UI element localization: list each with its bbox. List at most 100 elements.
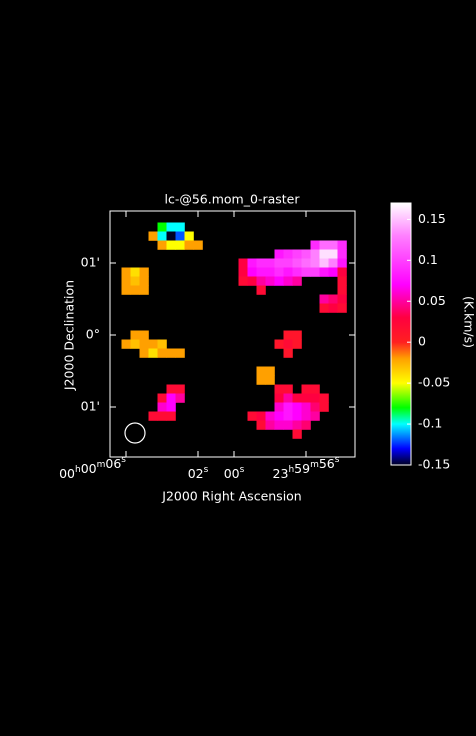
pixel <box>130 276 140 286</box>
pixel <box>283 348 293 358</box>
pixel <box>274 393 284 403</box>
y-axis-label: J2000 Declination <box>62 280 77 391</box>
pixel <box>310 267 320 277</box>
pixel <box>175 231 185 241</box>
pixel <box>256 375 266 385</box>
pixel <box>256 267 266 277</box>
pixel <box>310 384 320 394</box>
pixel <box>157 231 167 241</box>
pixel <box>319 402 329 412</box>
pixel <box>337 285 347 295</box>
colorbar-tick-label: 0.15 <box>418 211 446 226</box>
pixel <box>337 249 347 259</box>
pixel <box>274 384 284 394</box>
pixel <box>139 285 149 295</box>
pixel <box>319 267 329 277</box>
pixel <box>157 411 167 421</box>
pixel <box>310 411 320 421</box>
pixel <box>328 267 338 277</box>
pixel <box>238 276 248 286</box>
pixel <box>148 411 158 421</box>
pixel <box>166 231 176 241</box>
pixel <box>292 411 302 421</box>
pixel <box>256 366 266 376</box>
pixel <box>319 294 329 304</box>
pixel <box>121 285 131 295</box>
pixel <box>184 240 194 250</box>
pixel <box>139 330 149 340</box>
pixel <box>319 303 329 313</box>
x-axis-label: J2000 Right Ascension <box>161 489 301 504</box>
pixel <box>274 420 284 430</box>
pixel <box>157 240 167 250</box>
pixel <box>166 222 176 232</box>
pixel <box>283 393 293 403</box>
pixel <box>292 393 302 403</box>
pixel <box>283 420 293 430</box>
x-tick-label: 00h00m06s <box>59 455 126 481</box>
pixel <box>184 231 194 241</box>
pixel <box>121 267 131 277</box>
x-tick-label: 00s <box>224 465 245 481</box>
pixel <box>130 339 140 349</box>
pixel <box>265 411 275 421</box>
pixel <box>265 366 275 376</box>
pixel <box>283 267 293 277</box>
pixel <box>310 240 320 250</box>
pixel <box>238 258 248 268</box>
pixel <box>337 258 347 268</box>
pixel <box>328 294 338 304</box>
pixel <box>247 411 257 421</box>
pixel <box>157 339 167 349</box>
pixel <box>301 384 311 394</box>
pixel <box>292 276 302 286</box>
pixel <box>166 348 176 358</box>
pixel <box>148 231 158 241</box>
pixel <box>265 375 275 385</box>
pixel <box>337 267 347 277</box>
pixel <box>301 393 311 403</box>
pixel <box>175 384 185 394</box>
pixel <box>292 330 302 340</box>
pixel <box>292 402 302 412</box>
pixel <box>337 276 347 286</box>
pixel <box>328 258 338 268</box>
pixel <box>265 258 275 268</box>
pixel <box>157 348 167 358</box>
pixel <box>247 276 257 286</box>
pixel <box>157 402 167 412</box>
pixel <box>265 276 275 286</box>
pixel <box>130 330 140 340</box>
pixel <box>130 267 140 277</box>
pixel <box>283 249 293 259</box>
pixel <box>166 402 176 412</box>
pixel <box>130 285 140 295</box>
pixel <box>283 384 293 394</box>
pixel <box>274 402 284 412</box>
chart-title: lc-@56.mom_0-raster <box>165 192 301 207</box>
pixel <box>166 384 176 394</box>
pixel <box>310 258 320 268</box>
pixel <box>319 249 329 259</box>
pixel <box>274 339 284 349</box>
pixel <box>292 339 302 349</box>
pixel <box>121 276 131 286</box>
colorbar-tick-label: -0.15 <box>418 457 450 472</box>
pixel <box>139 339 149 349</box>
pixel <box>139 276 149 286</box>
pixel <box>292 420 302 430</box>
pixel <box>283 330 293 340</box>
pixel <box>301 420 311 430</box>
x-tick-label: 23h59m56s <box>273 455 340 481</box>
pixel <box>148 339 158 349</box>
pixel <box>283 411 293 421</box>
pixel <box>265 267 275 277</box>
pixel <box>139 267 149 277</box>
colorbar-tick-label: 0 <box>418 334 426 349</box>
pixel <box>283 276 293 286</box>
y-tick-label: 01' <box>81 399 100 414</box>
pixel <box>301 267 311 277</box>
pixel <box>274 276 284 286</box>
pixel <box>301 411 311 421</box>
